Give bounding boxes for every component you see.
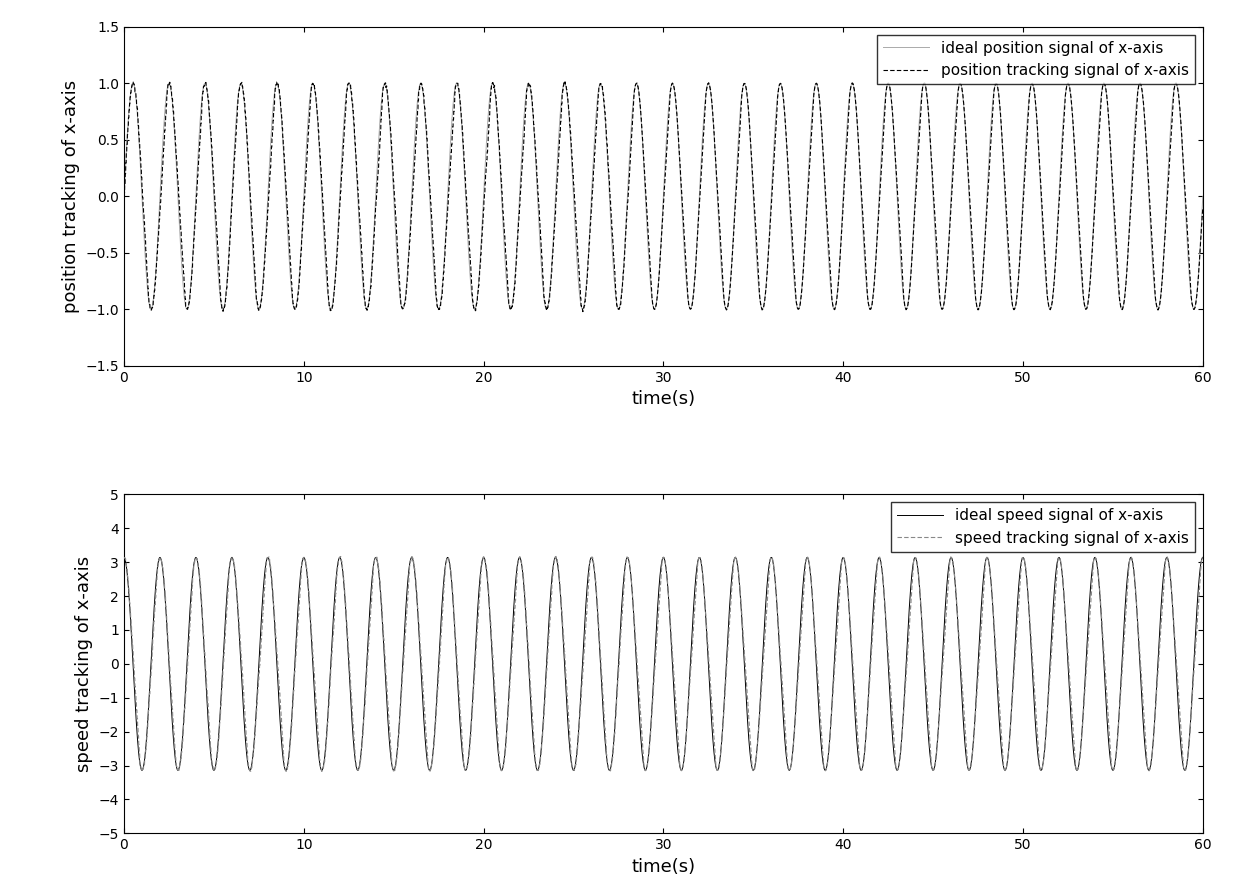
ideal position signal of x-axis (122, 111, 136, 122)
position tracking signal of x-axis (117, 191, 131, 202)
Y-axis label: speed tracking of x-axis: speed tracking of x-axis (76, 556, 93, 772)
ideal speed signal of x-axis (122, 583, 136, 594)
speed tracking signal of x-axis (548, 551, 563, 562)
X-axis label: time(s): time(s) (631, 857, 696, 875)
ideal position signal of x-axis (1118, 271, 1133, 281)
ideal position signal of x-axis (125, 78, 140, 89)
ideal speed signal of x-axis (1179, 762, 1194, 772)
ideal position signal of x-axis (144, 304, 159, 314)
ideal position signal of x-axis (1179, 220, 1194, 231)
ideal position signal of x-axis (1195, 191, 1210, 202)
Line: ideal position signal of x-axis: ideal position signal of x-axis (124, 83, 1203, 309)
ideal speed signal of x-axis (1195, 552, 1210, 563)
ideal speed signal of x-axis (322, 665, 337, 676)
ideal speed signal of x-axis (138, 751, 153, 762)
speed tracking signal of x-axis (117, 552, 131, 563)
position tracking signal of x-axis (557, 76, 572, 87)
Line: position tracking signal of x-axis: position tracking signal of x-axis (124, 82, 1203, 312)
position tracking signal of x-axis (1179, 207, 1194, 218)
speed tracking signal of x-axis (322, 672, 337, 683)
ideal speed signal of x-axis (732, 569, 746, 580)
speed tracking signal of x-axis (1118, 599, 1133, 610)
Line: ideal speed signal of x-axis: ideal speed signal of x-axis (124, 557, 1203, 771)
speed tracking signal of x-axis (314, 766, 329, 777)
speed tracking signal of x-axis (138, 754, 153, 764)
Line: speed tracking signal of x-axis: speed tracking signal of x-axis (124, 556, 1203, 771)
speed tracking signal of x-axis (1179, 762, 1194, 773)
Y-axis label: position tracking of x-axis: position tracking of x-axis (62, 80, 79, 313)
position tracking signal of x-axis (122, 112, 136, 123)
X-axis label: time(s): time(s) (631, 390, 696, 408)
speed tracking signal of x-axis (1195, 552, 1210, 563)
ideal speed signal of x-axis (117, 552, 131, 563)
ideal position signal of x-axis (732, 129, 746, 140)
position tracking signal of x-axis (732, 145, 746, 156)
position tracking signal of x-axis (1118, 271, 1133, 282)
Legend: ideal position signal of x-axis, position tracking signal of x-axis: ideal position signal of x-axis, positio… (877, 35, 1195, 84)
speed tracking signal of x-axis (122, 582, 136, 593)
position tracking signal of x-axis (322, 306, 337, 316)
speed tracking signal of x-axis (732, 567, 746, 578)
ideal position signal of x-axis (117, 191, 131, 202)
position tracking signal of x-axis (575, 306, 590, 317)
ideal speed signal of x-axis (1118, 584, 1133, 595)
ideal position signal of x-axis (324, 304, 339, 314)
ideal position signal of x-axis (138, 247, 153, 258)
position tracking signal of x-axis (1195, 202, 1210, 213)
ideal speed signal of x-axis (134, 765, 149, 776)
Legend: ideal speed signal of x-axis, speed tracking signal of x-axis: ideal speed signal of x-axis, speed trac… (892, 502, 1195, 552)
position tracking signal of x-axis (138, 226, 153, 237)
